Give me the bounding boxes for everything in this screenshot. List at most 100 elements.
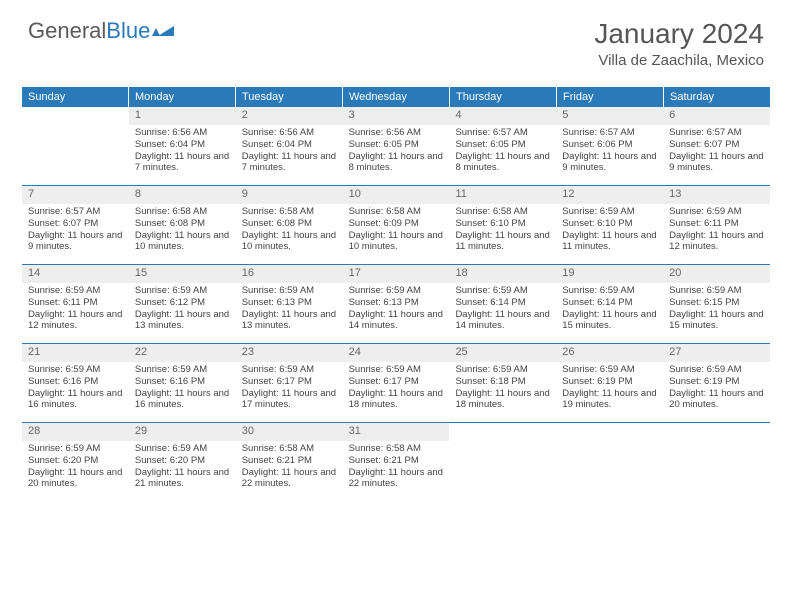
dow-sunday: Sunday [22,87,129,107]
week-row: 14Sunrise: 6:59 AMSunset: 6:11 PMDayligh… [22,264,770,343]
sunset-text: Sunset: 6:20 PM [135,455,230,467]
flag-icon [152,22,174,40]
day-cell: 3Sunrise: 6:56 AMSunset: 6:05 PMDaylight… [343,107,450,185]
dow-row: SundayMondayTuesdayWednesdayThursdayFrid… [22,87,770,107]
week-row: 28Sunrise: 6:59 AMSunset: 6:20 PMDayligh… [22,422,770,501]
sunrise-text: Sunrise: 6:59 AM [28,285,123,297]
brand-part2: Blue [106,18,150,44]
day-cell: 20Sunrise: 6:59 AMSunset: 6:15 PMDayligh… [663,265,770,343]
sunset-text: Sunset: 6:21 PM [349,455,444,467]
daylight-text: Daylight: 11 hours and 7 minutes. [135,151,230,175]
day-cell: 26Sunrise: 6:59 AMSunset: 6:19 PMDayligh… [556,344,663,422]
sunset-text: Sunset: 6:08 PM [135,218,230,230]
day-body: Sunrise: 6:58 AMSunset: 6:21 PMDaylight:… [343,441,450,495]
day-body: Sunrise: 6:59 AMSunset: 6:15 PMDaylight:… [663,283,770,337]
sunset-text: Sunset: 6:16 PM [28,376,123,388]
sunrise-text: Sunrise: 6:58 AM [135,206,230,218]
brand-part1: General [28,18,106,44]
sunrise-text: Sunrise: 6:59 AM [242,364,337,376]
day-number: 9 [236,186,343,204]
sunrise-text: Sunrise: 6:58 AM [349,206,444,218]
dow-wednesday: Wednesday [343,87,450,107]
day-cell: 7Sunrise: 6:57 AMSunset: 6:07 PMDaylight… [22,186,129,264]
sunset-text: Sunset: 6:04 PM [135,139,230,151]
sunset-text: Sunset: 6:21 PM [242,455,337,467]
daylight-text: Daylight: 11 hours and 17 minutes. [242,388,337,412]
day-number: 19 [556,265,663,283]
day-number: 27 [663,344,770,362]
day-number [449,423,556,427]
day-cell [663,423,770,501]
sunrise-text: Sunrise: 6:58 AM [455,206,550,218]
sunrise-text: Sunrise: 6:59 AM [562,206,657,218]
dow-friday: Friday [557,87,664,107]
day-number: 8 [129,186,236,204]
daylight-text: Daylight: 11 hours and 19 minutes. [562,388,657,412]
day-body: Sunrise: 6:59 AMSunset: 6:17 PMDaylight:… [236,362,343,416]
day-number: 21 [22,344,129,362]
sunset-text: Sunset: 6:04 PM [242,139,337,151]
daylight-text: Daylight: 11 hours and 8 minutes. [349,151,444,175]
day-body: Sunrise: 6:59 AMSunset: 6:14 PMDaylight:… [556,283,663,337]
day-cell: 22Sunrise: 6:59 AMSunset: 6:16 PMDayligh… [129,344,236,422]
sunrise-text: Sunrise: 6:58 AM [242,206,337,218]
sunrise-text: Sunrise: 6:56 AM [135,127,230,139]
day-number: 3 [343,107,450,125]
sunset-text: Sunset: 6:13 PM [242,297,337,309]
daylight-text: Daylight: 11 hours and 14 minutes. [349,309,444,333]
daylight-text: Daylight: 11 hours and 14 minutes. [455,309,550,333]
sunset-text: Sunset: 6:10 PM [455,218,550,230]
sunrise-text: Sunrise: 6:59 AM [349,364,444,376]
day-number: 31 [343,423,450,441]
day-cell: 24Sunrise: 6:59 AMSunset: 6:17 PMDayligh… [343,344,450,422]
daylight-text: Daylight: 11 hours and 13 minutes. [242,309,337,333]
sunset-text: Sunset: 6:11 PM [669,218,764,230]
day-number [556,423,663,427]
day-body: Sunrise: 6:59 AMSunset: 6:19 PMDaylight:… [663,362,770,416]
daylight-text: Daylight: 11 hours and 15 minutes. [669,309,764,333]
day-cell: 18Sunrise: 6:59 AMSunset: 6:14 PMDayligh… [449,265,556,343]
day-number: 22 [129,344,236,362]
sunrise-text: Sunrise: 6:59 AM [135,443,230,455]
daylight-text: Daylight: 11 hours and 10 minutes. [242,230,337,254]
sunrise-text: Sunrise: 6:59 AM [562,364,657,376]
day-body: Sunrise: 6:58 AMSunset: 6:08 PMDaylight:… [236,204,343,258]
day-cell: 14Sunrise: 6:59 AMSunset: 6:11 PMDayligh… [22,265,129,343]
sunset-text: Sunset: 6:08 PM [242,218,337,230]
day-number: 28 [22,423,129,441]
day-body: Sunrise: 6:58 AMSunset: 6:08 PMDaylight:… [129,204,236,258]
day-number: 26 [556,344,663,362]
day-body: Sunrise: 6:56 AMSunset: 6:05 PMDaylight:… [343,125,450,179]
daylight-text: Daylight: 11 hours and 8 minutes. [455,151,550,175]
day-number: 18 [449,265,556,283]
sunrise-text: Sunrise: 6:56 AM [242,127,337,139]
sunset-text: Sunset: 6:19 PM [669,376,764,388]
day-cell: 23Sunrise: 6:59 AMSunset: 6:17 PMDayligh… [236,344,343,422]
sunset-text: Sunset: 6:17 PM [242,376,337,388]
sunrise-text: Sunrise: 6:59 AM [669,206,764,218]
day-number: 25 [449,344,556,362]
sunset-text: Sunset: 6:17 PM [349,376,444,388]
sunrise-text: Sunrise: 6:59 AM [349,285,444,297]
sunrise-text: Sunrise: 6:56 AM [349,127,444,139]
sunset-text: Sunset: 6:19 PM [562,376,657,388]
day-number: 4 [449,107,556,125]
daylight-text: Daylight: 11 hours and 9 minutes. [669,151,764,175]
day-body: Sunrise: 6:59 AMSunset: 6:19 PMDaylight:… [556,362,663,416]
sunrise-text: Sunrise: 6:58 AM [349,443,444,455]
daylight-text: Daylight: 11 hours and 22 minutes. [349,467,444,491]
day-body: Sunrise: 6:58 AMSunset: 6:10 PMDaylight:… [449,204,556,258]
brand-logo: GeneralBlue [28,18,174,44]
day-body: Sunrise: 6:58 AMSunset: 6:21 PMDaylight:… [236,441,343,495]
day-number: 12 [556,186,663,204]
sunset-text: Sunset: 6:20 PM [28,455,123,467]
day-body: Sunrise: 6:57 AMSunset: 6:07 PMDaylight:… [663,125,770,179]
sunrise-text: Sunrise: 6:59 AM [455,285,550,297]
sunrise-text: Sunrise: 6:57 AM [455,127,550,139]
day-number: 7 [22,186,129,204]
daylight-text: Daylight: 11 hours and 10 minutes. [135,230,230,254]
sunrise-text: Sunrise: 6:58 AM [242,443,337,455]
day-cell: 31Sunrise: 6:58 AMSunset: 6:21 PMDayligh… [343,423,450,501]
day-body: Sunrise: 6:56 AMSunset: 6:04 PMDaylight:… [236,125,343,179]
daylight-text: Daylight: 11 hours and 22 minutes. [242,467,337,491]
